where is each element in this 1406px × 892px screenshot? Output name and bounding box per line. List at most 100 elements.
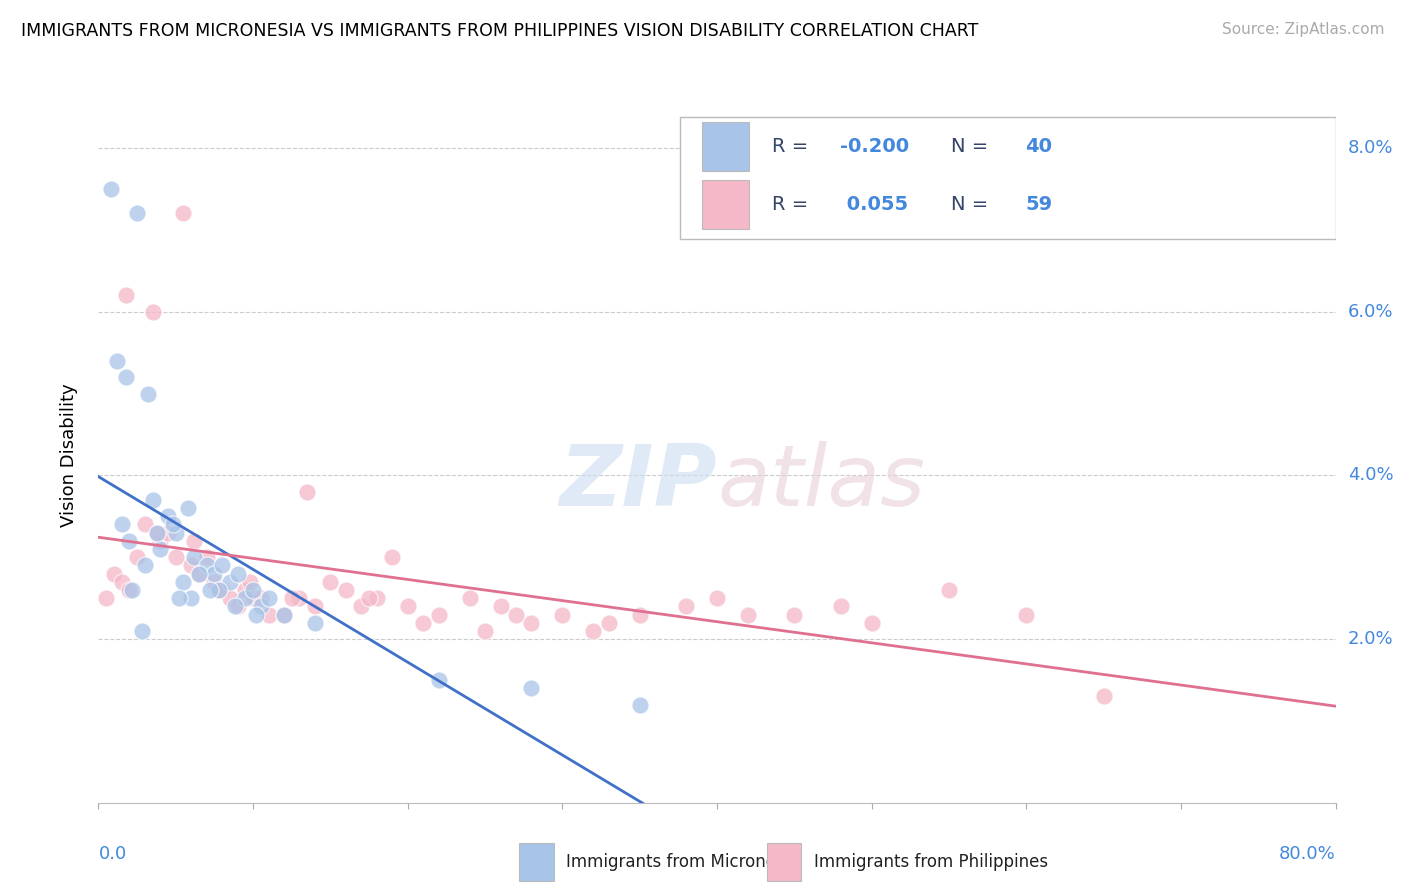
Point: [474, 624, 496, 638]
Text: 59: 59: [1025, 195, 1052, 214]
Text: 2.0%: 2.0%: [1348, 630, 1393, 648]
Point: [105, 353, 128, 368]
Point: [598, 615, 620, 630]
Point: [427, 673, 450, 687]
Point: [195, 558, 218, 573]
Point: [830, 599, 852, 614]
Point: [396, 599, 419, 614]
Point: [180, 591, 202, 606]
Point: [167, 591, 190, 606]
Point: [288, 591, 311, 606]
Point: [111, 574, 132, 589]
Point: [224, 599, 246, 614]
Point: [162, 517, 184, 532]
Point: [198, 582, 221, 597]
Point: [165, 550, 187, 565]
FancyBboxPatch shape: [681, 118, 1336, 239]
Text: -0.200: -0.200: [839, 137, 908, 156]
Point: [250, 591, 273, 606]
Point: [96, 591, 118, 606]
Text: N =: N =: [950, 195, 994, 214]
Bar: [702, 180, 749, 229]
Point: [257, 607, 280, 622]
Point: [273, 607, 295, 622]
Point: [335, 582, 357, 597]
Point: [180, 558, 202, 573]
Point: [219, 574, 242, 589]
Point: [115, 370, 138, 384]
Point: [127, 206, 149, 220]
Text: 6.0%: 6.0%: [1348, 302, 1393, 321]
Point: [706, 591, 728, 606]
Point: [304, 615, 326, 630]
Point: [188, 566, 211, 581]
Point: [582, 624, 605, 638]
Point: [157, 509, 180, 524]
Text: Source: ZipAtlas.com: Source: ZipAtlas.com: [1222, 22, 1385, 37]
Point: [204, 566, 226, 581]
Text: N =: N =: [950, 137, 994, 156]
Point: [103, 566, 125, 581]
Point: [273, 607, 295, 622]
Point: [219, 591, 242, 606]
Text: IMMIGRANTS FROM MICRONESIA VS IMMIGRANTS FROM PHILIPPINES VISION DISABILITY CORR: IMMIGRANTS FROM MICRONESIA VS IMMIGRANTS…: [21, 22, 979, 40]
Point: [628, 698, 651, 712]
Point: [737, 607, 759, 622]
Text: R =: R =: [772, 137, 814, 156]
Point: [188, 566, 211, 581]
Point: [111, 517, 132, 532]
Point: [172, 206, 194, 220]
Point: [350, 599, 373, 614]
Point: [100, 182, 122, 196]
Point: [1092, 690, 1115, 704]
Point: [245, 607, 267, 622]
Point: [412, 615, 434, 630]
Point: [165, 525, 187, 540]
Point: [211, 582, 233, 597]
Text: 0.055: 0.055: [839, 195, 908, 214]
Point: [177, 501, 200, 516]
Text: 8.0%: 8.0%: [1348, 139, 1393, 157]
Point: [115, 288, 138, 302]
Point: [551, 607, 574, 622]
Point: [520, 615, 543, 630]
Bar: [702, 122, 749, 171]
Y-axis label: Vision Disability: Vision Disability: [59, 383, 77, 527]
Text: 0.0: 0.0: [98, 845, 127, 863]
Point: [118, 533, 141, 548]
Point: [783, 607, 806, 622]
Bar: [766, 843, 801, 881]
Point: [204, 574, 226, 589]
Point: [235, 582, 257, 597]
Point: [226, 599, 249, 614]
Point: [121, 582, 143, 597]
Point: [628, 607, 651, 622]
Point: [235, 591, 257, 606]
Point: [226, 566, 249, 581]
Point: [359, 591, 381, 606]
Point: [381, 550, 404, 565]
Text: 80.0%: 80.0%: [1279, 845, 1336, 863]
Point: [304, 599, 326, 614]
Point: [297, 484, 319, 499]
Point: [134, 558, 156, 573]
Point: [131, 624, 153, 638]
Text: 40: 40: [1025, 137, 1052, 156]
Point: [141, 492, 165, 507]
Point: [127, 550, 149, 565]
Point: [172, 574, 194, 589]
Point: [141, 304, 165, 318]
Text: R =: R =: [772, 195, 814, 214]
Point: [427, 607, 450, 622]
Point: [319, 574, 342, 589]
Point: [505, 607, 527, 622]
Point: [149, 542, 172, 557]
Point: [257, 591, 280, 606]
Point: [136, 386, 159, 401]
Point: [938, 582, 960, 597]
Point: [134, 517, 156, 532]
Point: [242, 591, 264, 606]
Point: [1015, 607, 1038, 622]
Point: [250, 599, 273, 614]
Point: [489, 599, 512, 614]
